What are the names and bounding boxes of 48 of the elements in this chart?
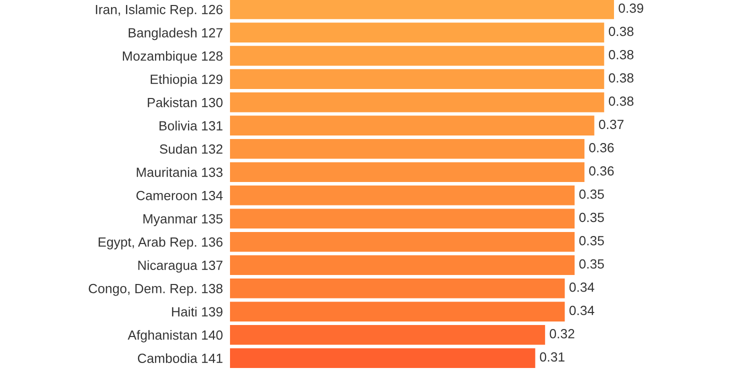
bar xyxy=(230,116,594,136)
bar xyxy=(230,46,604,66)
bar xyxy=(230,324,546,345)
y-tick-label: Congo, Dem. Rep. 138 xyxy=(88,284,222,296)
bar xyxy=(230,255,575,275)
y-tick-label: Myanmar 135 xyxy=(143,214,223,226)
y-tick-label: Afghanistan 140 xyxy=(128,330,223,342)
data-label: 0.35 xyxy=(579,212,604,222)
data-label: 0.31 xyxy=(540,352,564,362)
bar xyxy=(230,278,565,298)
y-tick-label: Ethiopia 129 xyxy=(150,74,222,87)
data-label: 0.35 xyxy=(579,259,604,269)
data-label: 0.36 xyxy=(589,166,614,176)
y-tick-label: Bangladesh 127 xyxy=(128,28,222,40)
y-tick-label: Haiti 139 xyxy=(172,306,222,317)
data-label: 0.38 xyxy=(608,50,634,60)
bar xyxy=(230,302,565,322)
data-label: 0.39 xyxy=(618,4,644,13)
bar xyxy=(230,0,614,20)
data-label: 0.34 xyxy=(569,282,594,292)
data-label: 0.36 xyxy=(589,143,614,152)
bar xyxy=(230,69,604,89)
bar xyxy=(230,92,604,112)
y-tick-label: Sudan 132 xyxy=(160,144,222,154)
bar xyxy=(230,208,575,228)
bar xyxy=(230,22,604,42)
bar xyxy=(230,185,575,206)
data-label: 0.32 xyxy=(550,329,574,338)
bar xyxy=(230,162,584,182)
y-tick-label: Cambodia 141 xyxy=(138,353,222,364)
data-label: 0.34 xyxy=(569,306,594,316)
y-tick-label: Cameroon 134 xyxy=(136,190,223,200)
y-tick-label: Iran, Islamic Rep. 126 xyxy=(96,4,222,17)
data-label: 0.37 xyxy=(598,120,624,130)
bar xyxy=(230,138,584,159)
bar xyxy=(230,348,536,368)
bar xyxy=(230,232,575,252)
data-label: 0.38 xyxy=(608,26,634,36)
y-tick-label: Nicaragua 137 xyxy=(138,260,222,273)
data-label: 0.35 xyxy=(579,190,604,199)
y-tick-label: Mozambique 128 xyxy=(122,51,222,64)
data-label: 0.38 xyxy=(608,96,634,106)
y-tick-label: Pakistan 130 xyxy=(148,98,223,108)
y-tick-label: Bolivia 131 xyxy=(160,120,222,130)
data-label: 0.35 xyxy=(579,236,604,246)
data-label: 0.38 xyxy=(608,73,634,83)
y-tick-label: Egypt, Arab Rep. 136 xyxy=(98,237,222,250)
y-tick-label: Mauritania 133 xyxy=(136,167,222,177)
